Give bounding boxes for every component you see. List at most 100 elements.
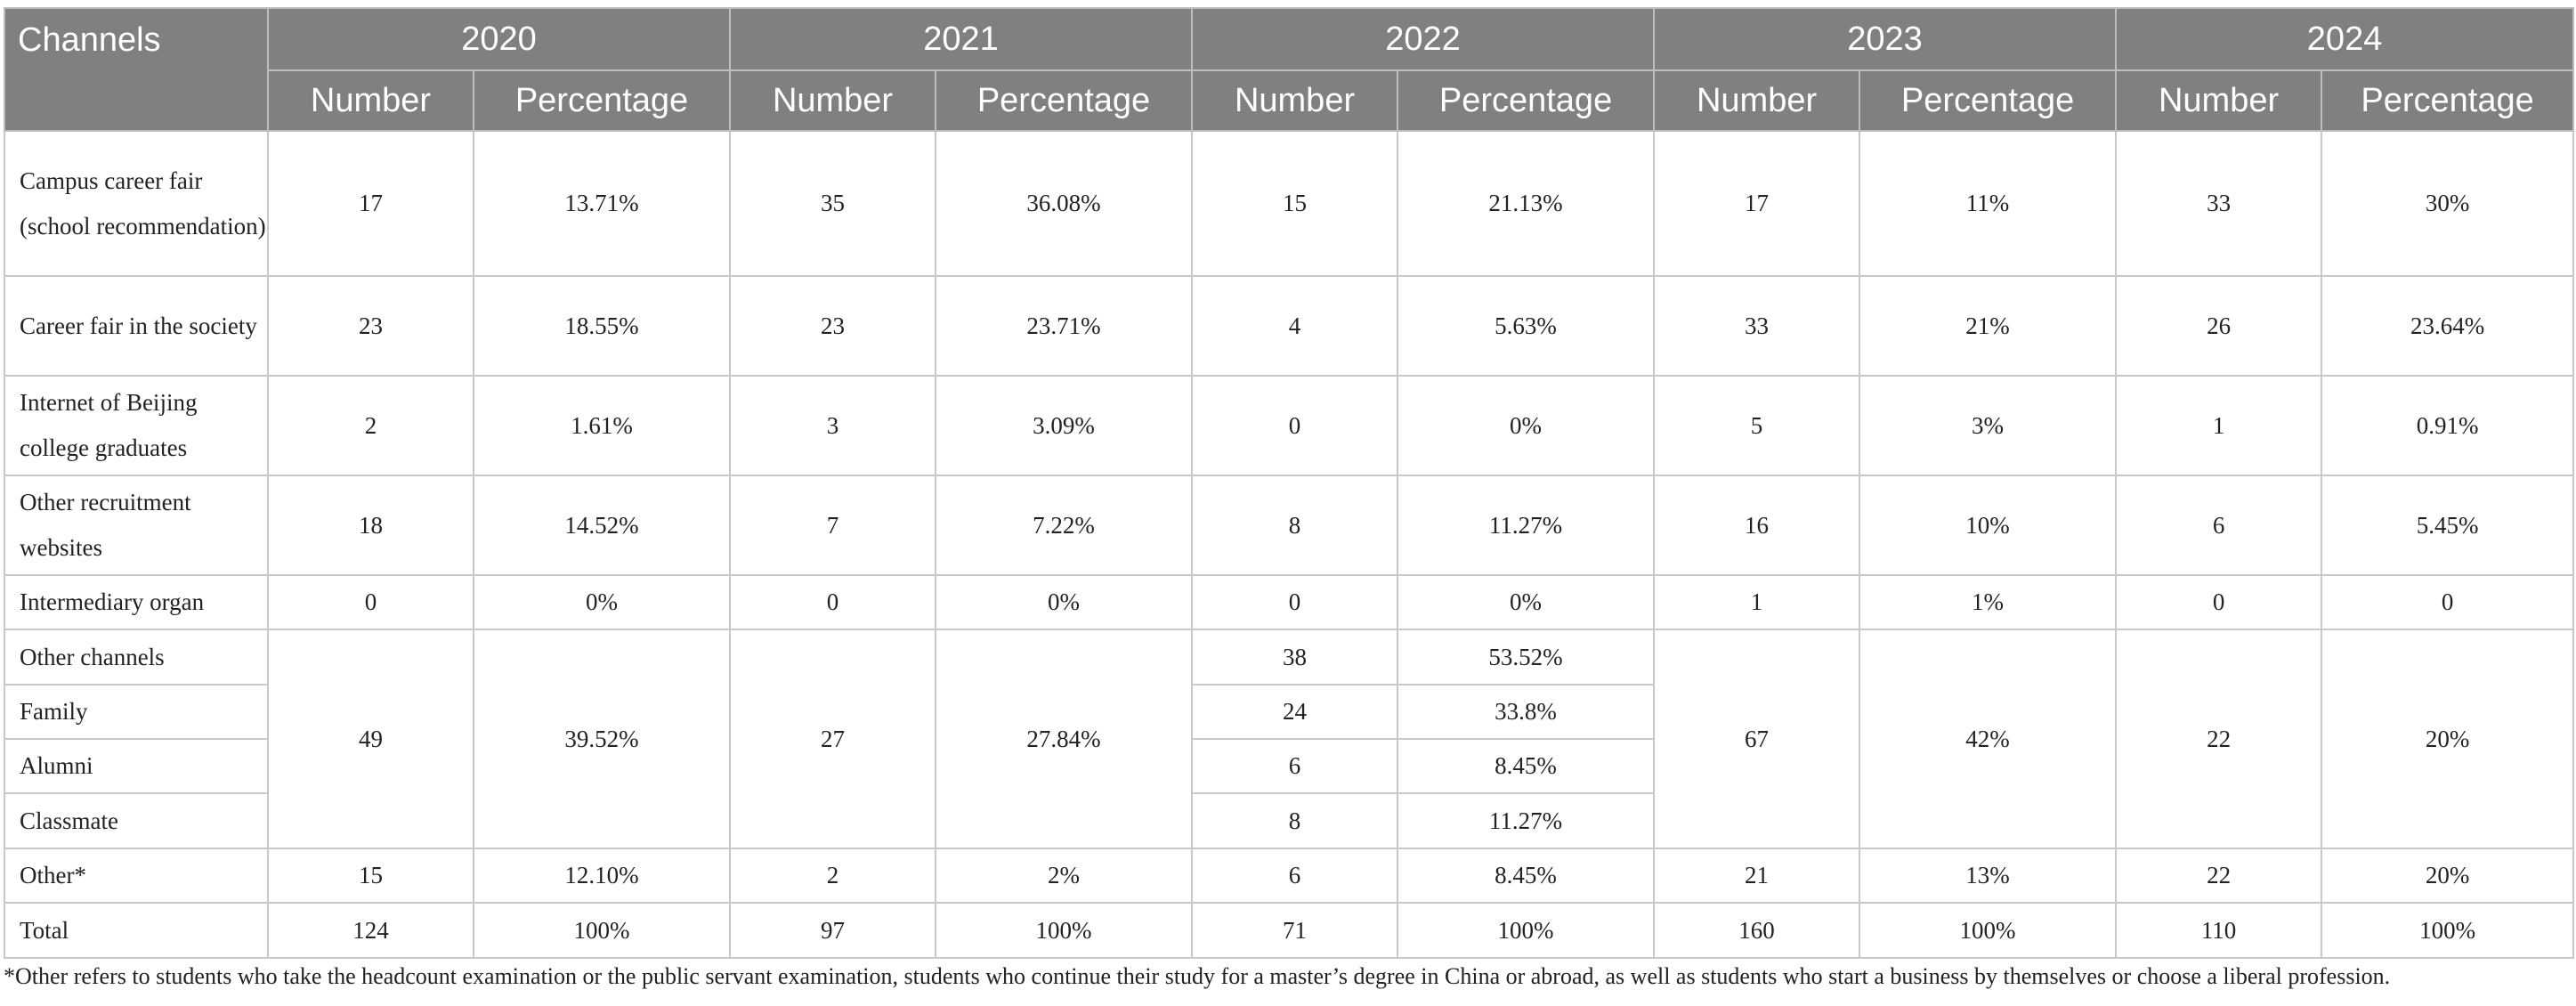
table-cell: 39.52% (472, 629, 732, 849)
table-cell: 0 (1191, 375, 1399, 476)
table-cell: 100% (472, 902, 732, 959)
table-cell: 23 (267, 275, 474, 377)
table-cell: 17 (267, 130, 474, 277)
table-cell: 110 (2115, 902, 2323, 959)
table-cell: 7.22% (935, 475, 1194, 576)
table-cell: 16 (1653, 475, 1861, 576)
table-cell: 20% (2321, 848, 2575, 904)
number-header: Number (1653, 69, 1861, 132)
percentage-header: Percentage (2321, 69, 2575, 132)
table-cell: 2 (267, 375, 474, 476)
table-row-total: Total 124 100% 97 100% 71 100% 160 100% … (4, 902, 2575, 959)
table-cell: 13% (1859, 848, 2118, 904)
table-cell: 6 (1191, 738, 1399, 794)
number-header: Number (729, 69, 937, 132)
percentage-header: Percentage (935, 69, 1194, 132)
table-cell: 0.91% (2321, 375, 2575, 476)
table-cell: 2% (935, 848, 1194, 904)
percentage-header: Percentage (1859, 69, 2118, 132)
table-cell: 11.27% (1397, 475, 1656, 576)
table-cell: 23.64% (2321, 275, 2575, 377)
row-label: Other recruitment websites (4, 475, 269, 576)
row-label: Classmate (4, 792, 269, 849)
table-cell: 20% (2321, 629, 2575, 849)
number-header: Number (1191, 69, 1399, 132)
table-cell: 5.45% (2321, 475, 2575, 576)
table-cell: 26 (2115, 275, 2323, 377)
table-cell: 18.55% (472, 275, 732, 377)
year-header-2022: 2022 (1191, 7, 1656, 71)
table-row: Intermediary organ 0 0% 0 0% 0 0% 1 1% 0… (4, 574, 2575, 630)
table-row: Campus career fair (school recommendatio… (4, 130, 2575, 277)
table-cell: 15 (267, 848, 474, 904)
table-cell: 33.8% (1397, 684, 1656, 740)
table-footnote: *Other refers to students who take the h… (4, 963, 2391, 989)
table-cell: 100% (1397, 902, 1656, 959)
table-cell: 6 (1191, 848, 1399, 904)
table-cell: 0 (2321, 574, 2575, 630)
table-cell: 18 (267, 475, 474, 576)
table-row: Internet of Beijing college graduates 2 … (4, 375, 2575, 476)
table-cell: 2 (729, 848, 937, 904)
table-cell: 10% (1859, 475, 2118, 576)
table-cell: 11.27% (1397, 792, 1656, 849)
percentage-header: Percentage (472, 69, 732, 132)
table-cell: 6 (2115, 475, 2323, 576)
employment-channels-table: Channels 2020 2021 2022 2023 2024 Number… (4, 7, 2575, 959)
table-cell: 49 (267, 629, 474, 849)
table-cell: 0 (2115, 574, 2323, 630)
table-cell: 5 (1653, 375, 1861, 476)
table-cell: 0% (472, 574, 732, 630)
row-label: Campus career fair (school recommendatio… (4, 130, 269, 277)
table-cell: 21.13% (1397, 130, 1656, 277)
table-row: Other* 15 12.10% 2 2% 6 8.45% 21 13% 22 … (4, 848, 2575, 904)
row-label: Other* (4, 848, 269, 904)
table-cell: 33 (1653, 275, 1861, 377)
table-cell: 1 (2115, 375, 2323, 476)
table-cell: 22 (2115, 848, 2323, 904)
table-cell: 97 (729, 902, 937, 959)
table-cell: 22 (2115, 629, 2323, 849)
table-cell: 27 (729, 629, 937, 849)
year-header-2024: 2024 (2115, 7, 2575, 71)
table-cell: 8.45% (1397, 738, 1656, 794)
table-cell: 3% (1859, 375, 2118, 476)
table-cell: 1% (1859, 574, 2118, 630)
table-cell: 13.71% (472, 130, 732, 277)
row-label: Internet of Beijing college graduates (4, 375, 269, 476)
table-cell: 1 (1653, 574, 1861, 630)
table-cell: 14.52% (472, 475, 732, 576)
table-cell: 8 (1191, 792, 1399, 849)
table-cell: 0 (267, 574, 474, 630)
year-header-2021: 2021 (729, 7, 1194, 71)
table-cell: 124 (267, 902, 474, 959)
table-cell: 17 (1653, 130, 1861, 277)
table-cell: 23.71% (935, 275, 1194, 377)
table-cell: 71 (1191, 902, 1399, 959)
table-row: Career fair in the society 23 18.55% 23 … (4, 275, 2575, 377)
table-cell: 100% (2321, 902, 2575, 959)
table-cell: 7 (729, 475, 937, 576)
table-cell: 12.10% (472, 848, 732, 904)
table-row: Other channels 49 39.52% 27 27.84% 38 53… (4, 629, 2575, 849)
table-cell: 0% (1397, 375, 1656, 476)
table-cell: 4 (1191, 275, 1399, 377)
table-cell: 23 (729, 275, 937, 377)
table-cell: 3 (729, 375, 937, 476)
table-row: Alumni 6 8.45% (4, 738, 2573, 794)
table-cell: 0% (935, 574, 1194, 630)
table-cell: 21% (1859, 275, 2118, 377)
table-row: Family 24 33.8% (4, 684, 2573, 740)
table-cell: 27.84% (935, 629, 1194, 849)
row-label: Intermediary organ (4, 574, 269, 630)
table-cell: 5.63% (1397, 275, 1656, 377)
table-row: Classmate 8 11.27% (4, 792, 2573, 849)
year-header-2020: 2020 (266, 7, 732, 71)
table-cell: 30% (2321, 130, 2575, 277)
table-cell: 160 (1653, 902, 1861, 959)
table-cell: 100% (1859, 902, 2118, 959)
percentage-header: Percentage (1397, 69, 1656, 132)
table-cell: 42% (1859, 629, 2118, 849)
table-cell: 100% (935, 902, 1194, 959)
number-header: Number (2115, 69, 2323, 132)
